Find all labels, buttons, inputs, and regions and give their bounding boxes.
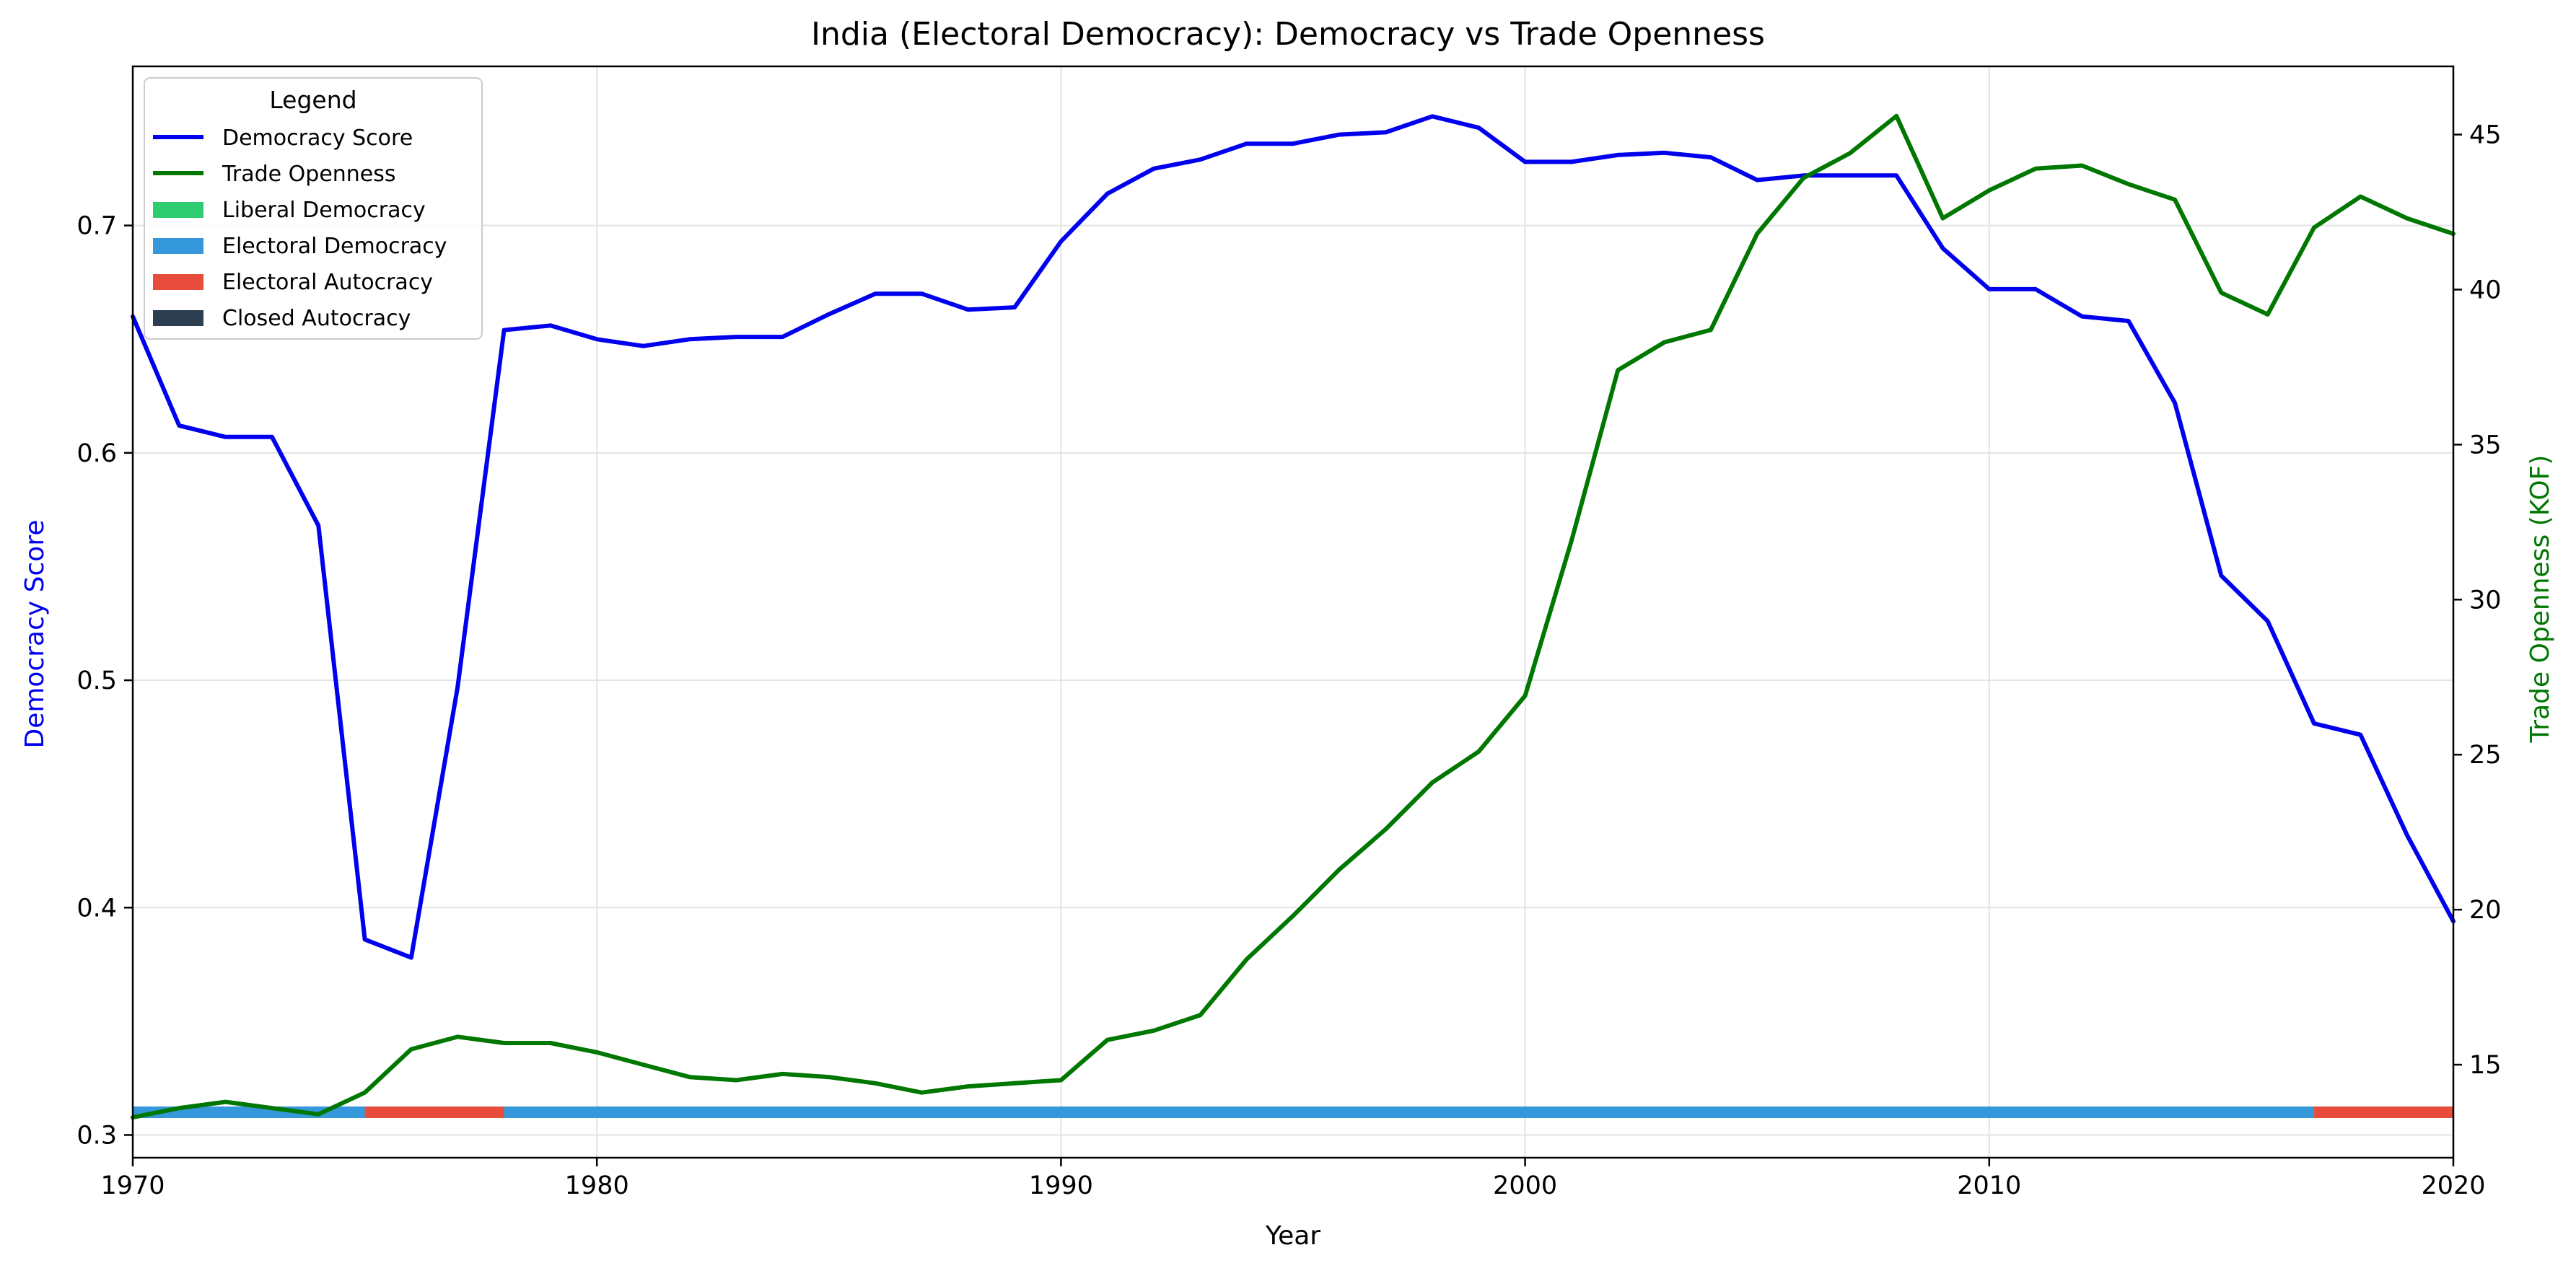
chart-title: India (Electoral Democracy): Democracy v…	[811, 16, 1765, 53]
legend-patch-swatch	[153, 310, 203, 326]
legend-title: Legend	[269, 86, 356, 114]
legend-item-label: Democracy Score	[222, 126, 413, 151]
x-tick-label: 2000	[1493, 1171, 1557, 1200]
legend-item-label: Electoral Autocracy	[222, 270, 433, 295]
axes: 1970 1980 1990 2000 2010 2020 0.3 0.4 0.5 0.6 0.7 1…	[76, 121, 2501, 1200]
y-left-axis-label: Democracy Score	[20, 520, 50, 749]
x-tick-label: 2020	[2421, 1171, 2485, 1200]
x-tick-label: 2010	[1957, 1171, 2021, 1200]
y-right-axis-label: Trade Openness (KOF)	[2525, 455, 2555, 744]
legend-item-label: Trade Openness	[222, 162, 396, 187]
y-right-tick-label: 35	[2469, 431, 2502, 459]
x-tick-label: 1980	[565, 1171, 629, 1200]
y-left-tick-label: 0.4	[76, 894, 117, 923]
plot-frame	[131, 65, 2455, 1159]
x-tick-label: 1990	[1029, 1171, 1093, 1200]
y-left-tick-label: 0.6	[76, 439, 117, 468]
y-right-tick-label: 30	[2469, 586, 2502, 615]
y-left-tick-label: 0.3	[76, 1121, 117, 1150]
y-right-tick-label: 20	[2469, 896, 2502, 925]
legend-item-label: Closed Autocracy	[222, 306, 411, 331]
trade-openness-line	[131, 113, 2455, 1120]
democracy-score-line	[131, 114, 2455, 960]
series-lines	[131, 113, 2455, 1120]
legend-items: Democracy Score Trade Openness Liberal Dem…	[153, 126, 447, 331]
legend-box	[144, 77, 483, 340]
legend: Legend Democracy Score Trade Openness Libe…	[144, 77, 483, 340]
legend-patch-swatch	[153, 202, 203, 218]
x-tick-label: 1970	[100, 1171, 165, 1200]
legend-item-label: Liberal Democracy	[222, 198, 426, 223]
grid-lines	[132, 66, 2454, 1158]
y-right-tick-label: 45	[2469, 121, 2502, 150]
y-right-tick-label: 25	[2469, 741, 2502, 770]
y-left-tick-label: 0.5	[76, 666, 117, 695]
legend-patch-swatch	[153, 274, 203, 290]
x-axis-label: Year	[1265, 1221, 1320, 1251]
y-right-tick-label: 40	[2469, 276, 2502, 304]
y-right-tick-label: 15	[2469, 1051, 2502, 1080]
legend-item-label: Electoral Democracy	[222, 234, 447, 259]
legend-patch-swatch	[153, 238, 203, 254]
y-left-tick-label: 0.7	[76, 212, 117, 241]
